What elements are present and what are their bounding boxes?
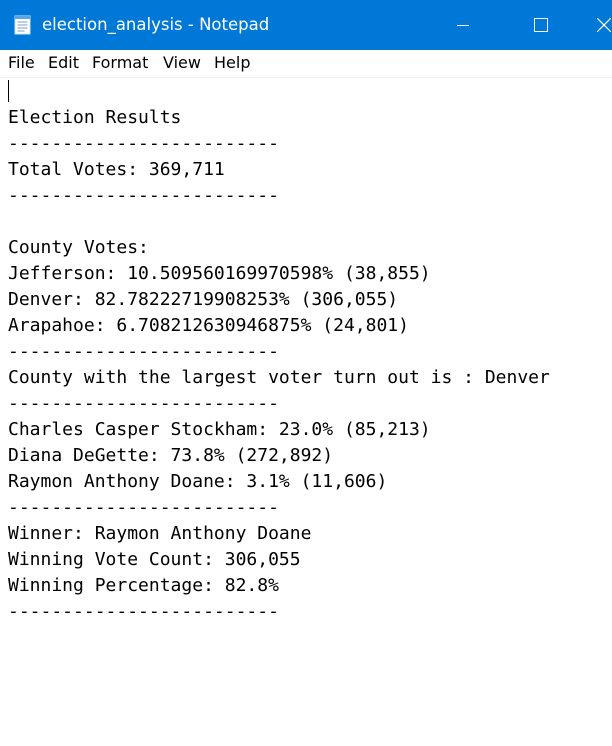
text-line: Winner: Raymon Anthony Doane	[8, 523, 312, 544]
separator-line: -------------------------	[8, 185, 279, 206]
menu-view[interactable]: View	[163, 53, 201, 72]
text-line: County Votes:	[8, 237, 149, 258]
text-line: Winning Vote Count: 306,055	[8, 549, 301, 570]
menu-format[interactable]: Format	[92, 53, 149, 72]
text-line: Raymon Anthony Doane: 3.1% (11,606)	[8, 471, 388, 492]
separator-line: -------------------------	[8, 393, 279, 414]
text-caret	[8, 80, 9, 102]
window-title: election_analysis - Notepad	[42, 15, 270, 34]
minimize-icon	[457, 25, 469, 26]
separator-line: -------------------------	[8, 341, 279, 362]
separator-line: -------------------------	[8, 133, 279, 154]
minimize-button[interactable]	[428, 0, 498, 50]
notepad-icon	[14, 15, 31, 35]
text-line: Arapahoe: 6.708212630946875% (24,801)	[8, 315, 409, 336]
menu-help[interactable]: Help	[214, 53, 251, 72]
close-icon	[597, 18, 611, 32]
maximize-button[interactable]	[506, 0, 576, 50]
text-line: Jefferson: 10.509560169970598% (38,855)	[8, 263, 431, 284]
close-button[interactable]	[584, 0, 612, 50]
title-bar[interactable]: election_analysis - Notepad	[0, 0, 612, 50]
separator-line: -------------------------	[8, 497, 279, 518]
blank-line	[8, 209, 550, 235]
text-line: Charles Casper Stockham: 23.0% (85,213)	[8, 419, 431, 440]
menu-bar: File Edit Format View Help	[0, 50, 612, 78]
separator-line: -------------------------	[8, 601, 279, 622]
text-line: Election Results	[8, 107, 182, 128]
menu-file[interactable]: File	[8, 53, 35, 72]
text-line: Total Votes: 369,711	[8, 159, 225, 180]
maximize-icon	[534, 18, 548, 32]
text-line: Diana DeGette: 73.8% (272,892)	[8, 445, 334, 466]
text-line: Winning Percentage: 82.8%	[8, 575, 279, 596]
document-text: Election Results -----------------------…	[8, 105, 550, 625]
text-line: County with the largest voter turn out i…	[8, 367, 550, 388]
menu-edit[interactable]: Edit	[48, 53, 79, 72]
text-line: Denver: 82.78222719908253% (306,055)	[8, 289, 399, 310]
text-editor[interactable]: Election Results -----------------------…	[0, 78, 612, 746]
